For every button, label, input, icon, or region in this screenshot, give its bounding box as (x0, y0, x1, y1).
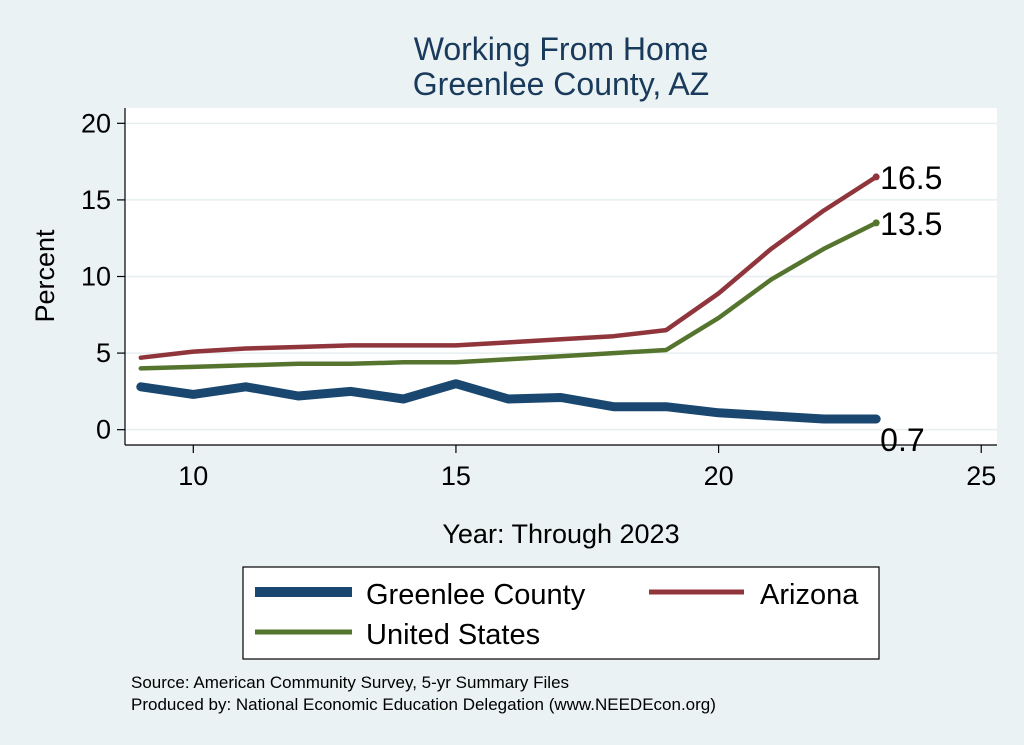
x-tick-label: 15 (441, 461, 471, 491)
gridlines (125, 122, 997, 431)
chart-title-line-1: Working From Home (414, 31, 709, 67)
x-tick-label: 25 (966, 461, 996, 491)
chart-title-line-2: Greenlee County, AZ (413, 66, 709, 102)
legend-label-arizona: Arizona (760, 579, 859, 611)
end-label-arizona: 16.5 (880, 160, 942, 196)
legend-label-greenlee: Greenlee County (366, 579, 586, 611)
legend (242, 566, 880, 660)
y-axis-title: Percent (30, 229, 60, 323)
end-label-greenlee-county: 0.7 (880, 422, 924, 458)
x-axis-title: Year: Through 2023 (442, 519, 679, 549)
end-point-united-states (872, 219, 880, 227)
end-label-united-states: 13.5 (880, 206, 942, 242)
series-line-greenlee-county (136, 379, 881, 424)
y-tick-label: 10 (81, 262, 111, 292)
y-tick-label: 20 (81, 108, 111, 138)
series-line-arizona (138, 174, 879, 360)
y-tick-label: 15 (81, 185, 111, 215)
y-tick-label: 0 (96, 415, 111, 445)
producer-note: Produced by: National Economic Education… (131, 695, 716, 714)
end-labels: 13.5 16.5 0.7 (880, 160, 942, 458)
series-line-united-states (138, 220, 879, 371)
source-note: Source: American Community Survey, 5-yr … (131, 673, 569, 692)
x-tick-label: 10 (178, 461, 208, 491)
end-point-greenlee-county (872, 415, 880, 423)
y-ticks: 0 5 10 15 20 (81, 108, 125, 445)
y-tick-label: 5 (96, 338, 111, 368)
x-ticks: 10 15 20 25 (178, 445, 996, 491)
legend-label-united-states: United States (366, 619, 540, 651)
x-tick-label: 20 (704, 461, 734, 491)
end-point-arizona (872, 173, 880, 181)
series-lines (136, 173, 881, 424)
